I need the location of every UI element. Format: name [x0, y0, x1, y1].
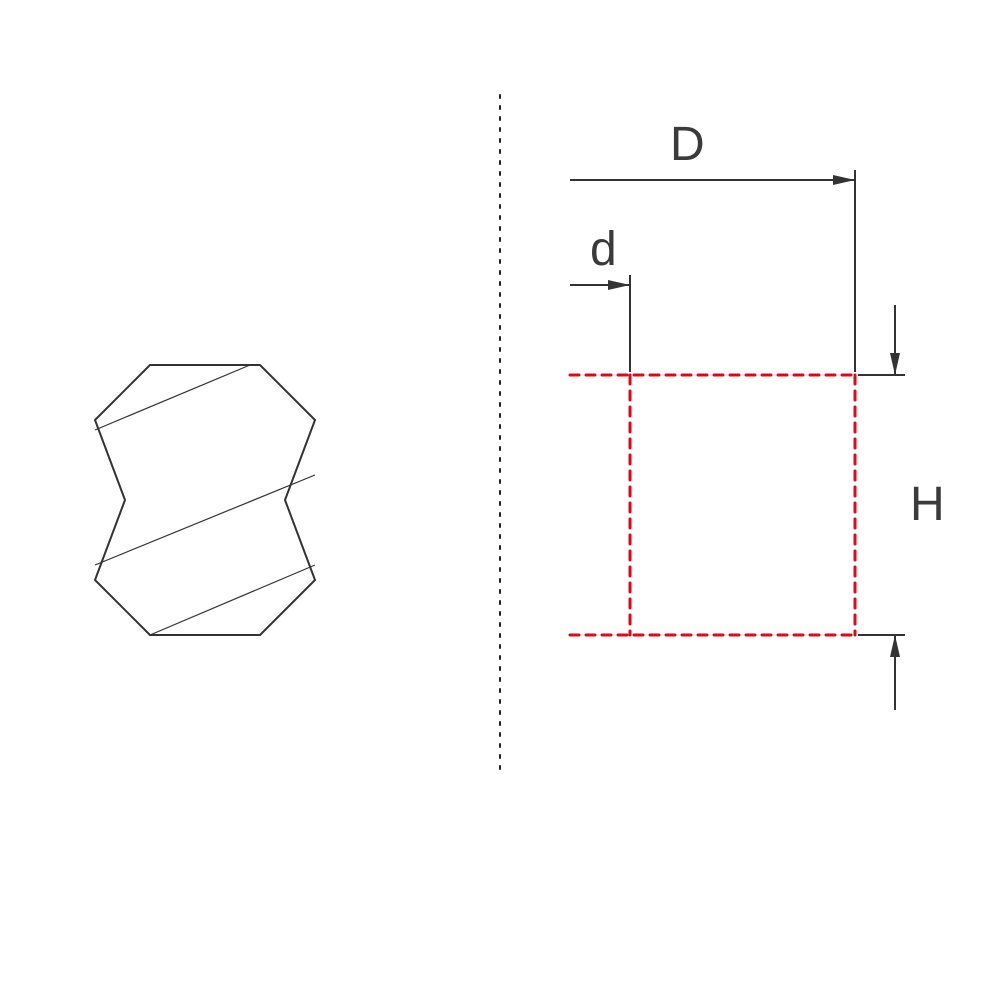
- hatch-line: [95, 475, 315, 565]
- dim-H-label: H: [910, 478, 945, 531]
- technical-drawing: Dd H: [0, 0, 1000, 1000]
- hatch-line: [150, 565, 315, 635]
- cross-section-outline: [95, 365, 315, 635]
- dim-D-label: D: [670, 118, 705, 171]
- dim-d-label: d: [590, 223, 617, 276]
